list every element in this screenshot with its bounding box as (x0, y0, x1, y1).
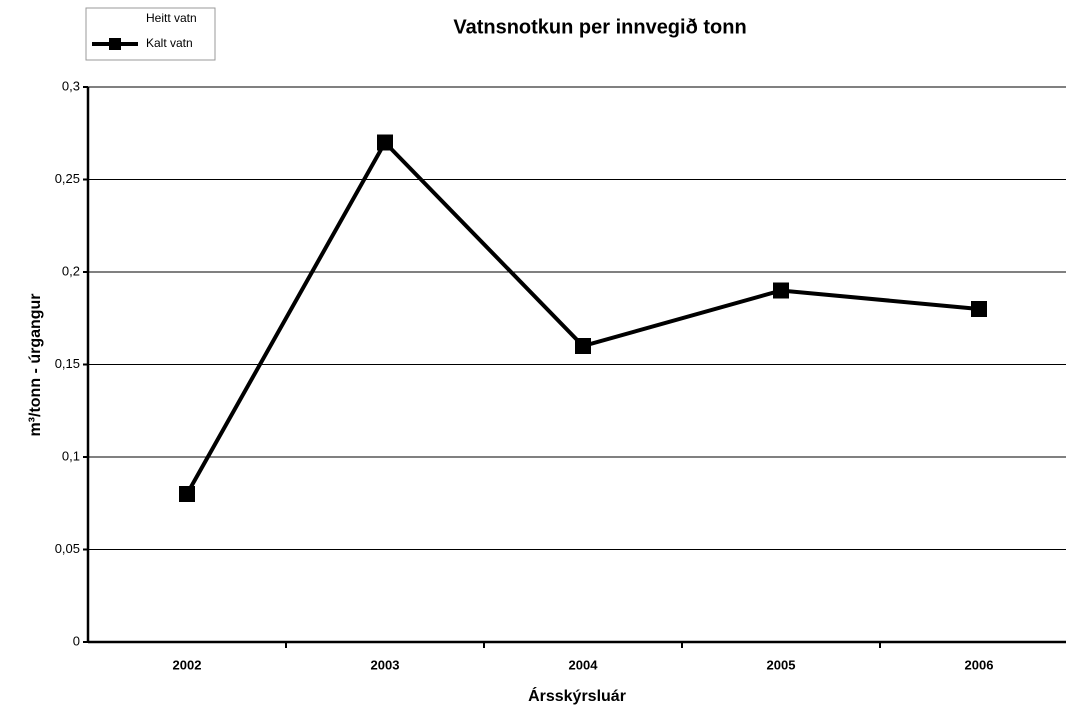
x-tick-label: 2005 (767, 657, 796, 672)
legend-label: Heitt vatn (146, 11, 197, 25)
x-axis-label: Ársskýrsluár (528, 686, 626, 705)
y-tick-label: 0,3 (62, 78, 80, 93)
data-point (575, 338, 591, 354)
x-tick-label: 2006 (965, 657, 994, 672)
y-axis-label: m³/tonn - úrgangur (27, 293, 44, 436)
x-tick-label: 2002 (173, 657, 202, 672)
y-tick-label: 0 (73, 633, 80, 648)
data-point (971, 301, 987, 317)
y-tick-label: 0,05 (55, 541, 80, 556)
legend-marker (109, 38, 121, 50)
data-point (773, 282, 789, 299)
legend-box (85, 7, 216, 61)
y-tick-label: 0,2 (62, 263, 80, 278)
y-tick-label: 0,15 (55, 356, 80, 371)
x-tick-label: 2003 (371, 657, 400, 672)
legend-label: Kalt vatn (146, 36, 193, 50)
x-tick-label: 2004 (569, 657, 599, 672)
data-line (185, 139, 980, 495)
data-point (377, 134, 393, 151)
y-tick-label: 0,25 (55, 171, 80, 186)
y-tick-label: 0,1 (62, 448, 80, 463)
data-point (179, 486, 195, 502)
chart-title: Vatnsnotkun per innvegið tonn (453, 16, 746, 38)
